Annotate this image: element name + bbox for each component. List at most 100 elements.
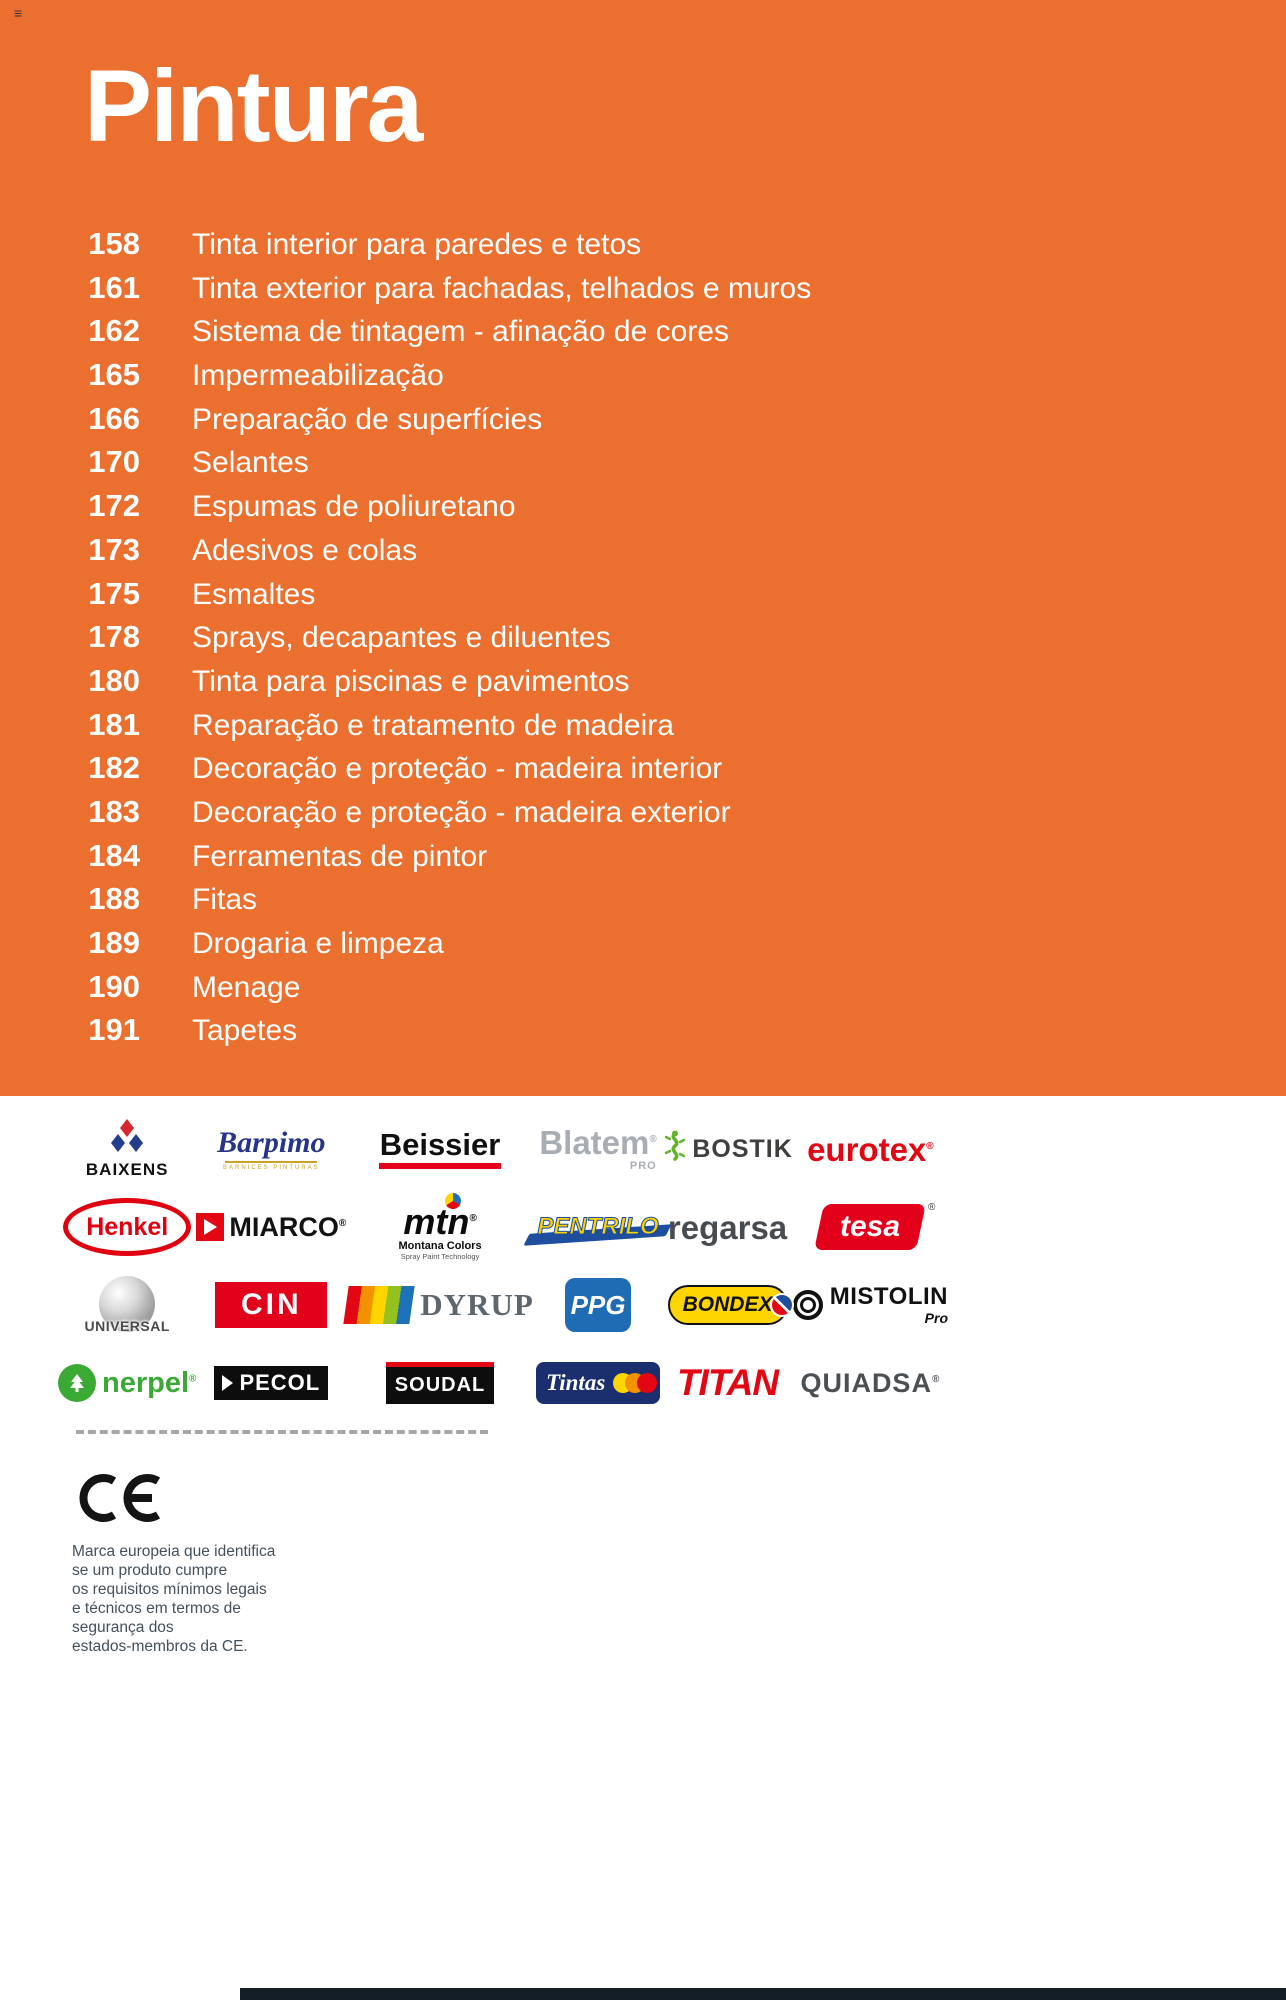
baixens-label: BAIXENS xyxy=(85,1159,169,1179)
toc-page-number: 188 xyxy=(88,881,140,917)
bondex-label: BONDEX xyxy=(682,1293,773,1316)
dyrup-label: DYRUP xyxy=(420,1287,534,1322)
toc-item[interactable]: 191 Tapetes xyxy=(0,1012,1100,1056)
brand-logo-miarco: MIARCO® xyxy=(196,1212,346,1243)
next-page-edge xyxy=(240,1988,1286,2000)
brand-logo-quiadsa: QUIADSA® xyxy=(800,1368,940,1399)
henkel-oval-icon: Henkel xyxy=(63,1198,192,1256)
toc-item[interactable]: 175 Esmaltes xyxy=(0,576,1100,620)
toc-item[interactable]: 158 Tinta interior para paredes e tetos xyxy=(0,226,1100,270)
beissier-label: Beissier xyxy=(379,1127,501,1162)
ce-note-line: os requisitos mínimos legais xyxy=(72,1581,267,1598)
toc-item[interactable]: 162 Sistema de tintagem - afinação de co… xyxy=(0,313,1100,357)
toc-page-number: 165 xyxy=(88,357,140,393)
toc-label: Fitas xyxy=(192,883,258,917)
regarsa-label: regarsa xyxy=(667,1208,788,1246)
bostik-label: BOSTIK xyxy=(692,1134,793,1163)
ce-note-line: segurança dos xyxy=(72,1619,174,1636)
blatem-label: Blatem® xyxy=(539,1124,657,1161)
cin-red-box-icon: CIN xyxy=(215,1282,328,1328)
dashed-divider xyxy=(76,1430,488,1434)
pecol-label: PECOL xyxy=(239,1370,321,1395)
brand-logos-grid: BAIXENS Barpimo BARNICES PINTURAS Beissi… xyxy=(58,1110,948,1422)
toc-page-number: 180 xyxy=(88,662,140,698)
toc-label: Espumas de poliuretano xyxy=(192,490,516,524)
universal-sphere-icon xyxy=(99,1276,156,1332)
toc-label: Impermeabilização xyxy=(192,359,444,393)
toc-page-number: 178 xyxy=(88,619,140,655)
tesa-label: tesa xyxy=(840,1210,901,1243)
menu-icon[interactable]: ≡ xyxy=(14,5,23,21)
toc-label: Sistema de tintagem - afinação de cores xyxy=(192,315,729,349)
brand-logo-barpimo: Barpimo BARNICES PINTURAS xyxy=(217,1127,325,1171)
miarco-label: MIARCO® xyxy=(229,1211,347,1242)
brand-logo-ppg: PPG xyxy=(565,1278,632,1332)
toc-label: Decoração e proteção - madeira interior xyxy=(192,752,723,786)
toc-item[interactable]: 170 Selantes xyxy=(0,444,1100,488)
brand-logo-cin: CIN xyxy=(215,1282,328,1328)
toc-item[interactable]: 173 Adesivos e colas xyxy=(0,532,1100,576)
brand-logo-eurotex: eurotex® xyxy=(807,1133,934,1166)
toc-page-number: 166 xyxy=(88,400,140,436)
toc-section: ≡ Pintura 158 Tinta interior para parede… xyxy=(0,0,1286,1096)
toc-item[interactable]: 172 Espumas de poliuretano xyxy=(0,488,1100,532)
toc-item[interactable]: 183 Decoração e proteção - madeira exter… xyxy=(0,794,1100,838)
toc-item[interactable]: 188 Fitas xyxy=(0,881,1100,925)
toc-item[interactable]: 161 Tinta exterior para fachadas, telhad… xyxy=(0,270,1100,314)
brands-footer-section: BAIXENS Barpimo BARNICES PINTURAS Beissi… xyxy=(0,1096,1286,2000)
ce-note-line: se um produto cumpre xyxy=(72,1562,228,1579)
toc-page-number: 172 xyxy=(88,488,140,524)
bostik-gecko-icon xyxy=(662,1130,688,1169)
henkel-label: Henkel xyxy=(86,1212,169,1241)
registered-mark: ® xyxy=(926,1140,934,1152)
toc-item[interactable]: 166 Preparação de superfícies xyxy=(0,401,1100,445)
toc-label: Ferramentas de pintor xyxy=(192,839,488,873)
toc-item[interactable]: 182 Decoração e proteção - madeira inter… xyxy=(0,750,1100,794)
eurotex-label: eurotex® xyxy=(807,1130,934,1168)
registered-mark: ® xyxy=(931,1373,941,1385)
toc-page-number: 190 xyxy=(88,968,140,1004)
brand-logo-mtn: mtn® Montana Colors Spray Paint Technolo… xyxy=(398,1192,482,1262)
brand-logo-blatem: Blatem® PRO xyxy=(539,1126,656,1172)
ppg-blue-box-icon: PPG xyxy=(565,1278,632,1332)
quiadsa-label: QUIADSA® xyxy=(800,1367,941,1398)
titan-label: TITAN xyxy=(676,1362,779,1403)
pecol-box-icon: PECOL xyxy=(212,1364,331,1402)
mistolin-label: MISTOLIN xyxy=(829,1282,948,1310)
miarco-triangle-icon xyxy=(196,1213,225,1241)
brand-logo-bostik: BOSTIK xyxy=(662,1130,792,1169)
mistolin-pro-label: Pro xyxy=(924,1309,948,1326)
bondex-badge-icon: BONDEX xyxy=(667,1285,794,1325)
toc-item[interactable]: 180 Tinta para piscinas e pavimentos xyxy=(0,663,1100,707)
toc-item[interactable]: 181 Reparação e tratamento de madeira xyxy=(0,707,1100,751)
ce-legal-note: Marca europeia que identifica se um prod… xyxy=(72,1542,275,1656)
soudal-label: SOUDAL xyxy=(394,1374,486,1396)
toc-page-number: 170 xyxy=(88,444,140,480)
toc-item[interactable]: 178 Sprays, decapantes e diluentes xyxy=(0,619,1100,663)
registered-mark: ® xyxy=(189,1372,197,1384)
page-title: Pintura xyxy=(84,49,423,163)
toc-item[interactable]: 184 Ferramentas de pintor xyxy=(0,838,1100,882)
brand-logo-regarsa: regarsa xyxy=(668,1211,787,1244)
mistolin-ring-icon xyxy=(792,1290,823,1320)
tintas-label: Tintas xyxy=(546,1370,606,1395)
toc-item[interactable]: 189 Drogaria e limpeza xyxy=(0,925,1100,969)
toc-page-number: 189 xyxy=(88,925,140,960)
tesa-parallelogram-icon: tesa xyxy=(814,1204,927,1250)
brand-logo-pentrilo: PENTRILO xyxy=(523,1213,673,1246)
toc-item[interactable]: 190 Menage xyxy=(0,969,1100,1013)
toc-item[interactable]: 165 Impermeabilização xyxy=(0,357,1100,401)
registered-mark: ® xyxy=(649,1134,657,1145)
toc-label: Preparação de superfícies xyxy=(192,402,543,436)
table-of-contents: 158 Tinta interior para paredes e tetos … xyxy=(0,226,1100,1056)
baixens-diamonds-icon xyxy=(107,1118,147,1158)
mtn-tagline: Spray Paint Technology xyxy=(400,1252,480,1262)
registered-mark: ® xyxy=(928,1202,936,1213)
ce-mark-icon xyxy=(70,1472,166,1529)
universal-label: UNIVERSAL xyxy=(84,1318,170,1334)
ce-note-line: Marca europeia que identifica xyxy=(72,1543,276,1560)
pentrilo-label: PENTRILO xyxy=(537,1213,659,1241)
brand-logo-henkel: Henkel xyxy=(63,1198,192,1256)
soudal-red-bar xyxy=(386,1362,495,1367)
toc-label: Esmaltes xyxy=(192,577,316,611)
